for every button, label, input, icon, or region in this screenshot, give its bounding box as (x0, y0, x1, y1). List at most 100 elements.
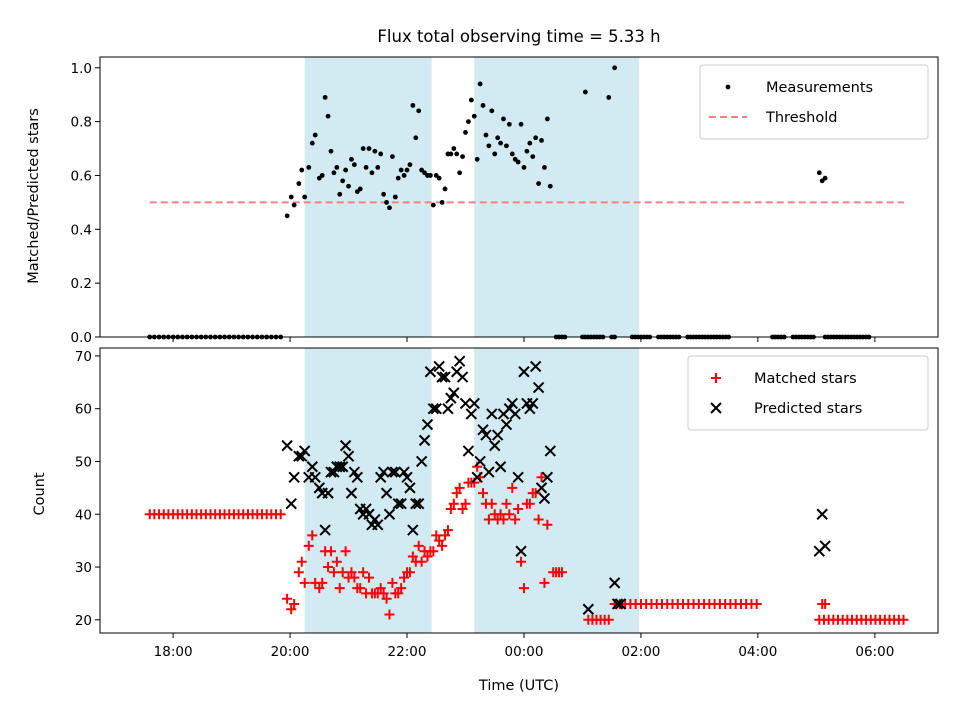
predicted-stars-point (491, 429, 504, 441)
matched-stars-point (331, 556, 342, 567)
measurement-point (506, 121, 512, 127)
measurement-point (492, 151, 498, 157)
measurement-point (398, 167, 404, 173)
matched-stars-point (445, 503, 456, 514)
matched-stars-point (299, 577, 310, 588)
measurement-point (430, 202, 436, 208)
measurement-point (410, 103, 416, 108)
matched-stars-point (381, 593, 392, 604)
measurement-point (495, 135, 501, 141)
measurement-point (527, 140, 533, 146)
predicted-stars-point (448, 387, 460, 399)
measurement-point (498, 140, 503, 146)
predicted-stars-point (418, 434, 431, 447)
measurement-point (539, 138, 544, 143)
predicted-stars-point (336, 461, 349, 473)
matched-stars-point (303, 540, 314, 551)
measurement-point (296, 181, 302, 186)
predicted-stars-point (410, 497, 422, 510)
predicted-stars-point (433, 360, 445, 373)
y-tick-label: 1.0 (71, 61, 92, 77)
panel-frame (99, 347, 939, 634)
predicted-stars-point (468, 397, 480, 410)
y-tick-label: 30 (75, 560, 92, 576)
predicted-stars-point (306, 461, 318, 473)
y-tick-label: 0.6 (71, 168, 92, 184)
predicted-stars-point (342, 450, 355, 462)
predicted-stars-point (345, 487, 358, 499)
predicted-stars-point (532, 381, 545, 394)
matched-stars-point (524, 498, 535, 509)
legend-x-marker (710, 402, 722, 414)
matched-stars-point (340, 546, 351, 557)
predicted-stars-point (395, 497, 407, 510)
measurement-point (288, 194, 294, 200)
measurement-point (375, 164, 381, 170)
matched-stars-point (289, 598, 300, 609)
measurement-point (518, 121, 524, 127)
measurement-point (284, 213, 290, 219)
matched-stars-point (498, 514, 509, 525)
predicted-stars-point (313, 482, 326, 494)
predicted-stars-point (281, 439, 293, 452)
predicted-stars-point (474, 455, 486, 468)
predicted-stars-point (489, 439, 501, 452)
matched-stars-point (364, 572, 375, 583)
predicted-stars-point (334, 461, 346, 473)
matched-stars-point (375, 583, 386, 594)
bottom-panel-y-axis-label: Count (32, 472, 48, 515)
matched-stars-point (328, 567, 339, 578)
matched-stars-point (314, 583, 325, 594)
matched-stars-point (407, 551, 418, 562)
predicted-stars-point (351, 471, 364, 484)
measurement-point (351, 162, 357, 168)
shaded-interval-2 (474, 348, 640, 633)
matched-stars-point (486, 498, 497, 509)
matched-stars-point (404, 567, 415, 578)
matched-stars-point (323, 562, 334, 573)
measurement-point (606, 94, 612, 100)
matched-stars-point (296, 556, 307, 567)
measurement-point (428, 173, 433, 178)
predicted-stars-point (527, 397, 539, 410)
measurement-point (471, 113, 477, 119)
measurement-point (509, 151, 515, 157)
predicted-stars-point (480, 429, 492, 441)
predicted-stars-point (541, 471, 554, 484)
y-tick-label: 0.4 (71, 222, 92, 238)
predicted-stars-point (515, 545, 527, 557)
predicted-stars-point (421, 418, 434, 431)
measurement-point (328, 148, 334, 154)
matched-stars-point (510, 514, 521, 525)
measurement-point (401, 173, 407, 178)
matched-stars-point (451, 488, 462, 499)
measurement-point (612, 65, 618, 71)
measurement-point (515, 159, 521, 165)
matched-stars-point (533, 514, 544, 525)
predicted-stars-point (424, 366, 437, 378)
predicted-stars-point (372, 519, 384, 531)
legend-label: Threshold (765, 110, 837, 126)
measurement-point (489, 108, 495, 114)
y-tick-label: 0.2 (71, 276, 92, 292)
predicted-stars-point (322, 487, 334, 499)
predicted-stars-point (413, 497, 425, 510)
measurement-point (378, 151, 384, 157)
matched-stars-point (317, 577, 328, 588)
measurement-point (544, 116, 550, 122)
x-tick-label: 06:00 (855, 644, 894, 660)
measurement-point (436, 175, 442, 181)
predicted-stars-point (309, 471, 321, 484)
measurement-point (501, 116, 506, 122)
matched-stars-point (346, 567, 357, 578)
predicted-stars-point (427, 402, 440, 415)
measurement-point (533, 135, 539, 141)
predicted-stars-point (582, 603, 595, 615)
matched-stars-point (516, 556, 527, 567)
predicted-stars-point (816, 508, 828, 520)
measurement-point (504, 143, 509, 149)
predicted-stars-point (614, 598, 627, 610)
measurement-point (337, 191, 343, 197)
measurement-point (349, 156, 354, 162)
